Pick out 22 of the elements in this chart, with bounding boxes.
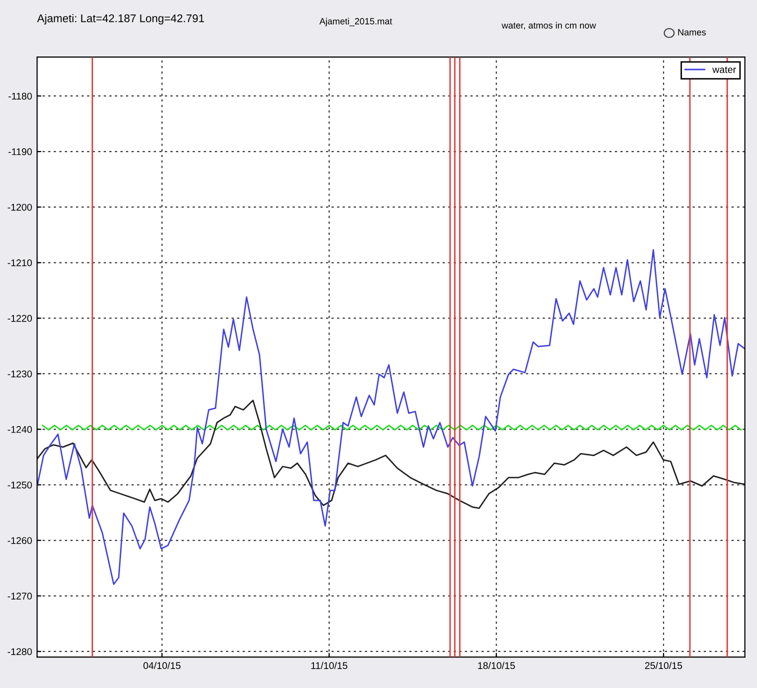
- y-tick-label: -1260: [8, 537, 32, 544]
- x-tick-label: 11/10/15: [311, 662, 348, 670]
- x-tick-label: 04/10/15: [143, 662, 180, 670]
- y-tick-label: -1230: [8, 370, 32, 378]
- chart-title: Ajameti: Lat=42.187 Long=42.791: [37, 14, 204, 24]
- y-tick-label: -1250: [8, 482, 32, 488]
- y-tick-label: -1180: [8, 92, 32, 100]
- line-series: [37, 400, 745, 509]
- text: water, atmos in cm now: [502, 22, 596, 30]
- x-tick-label: 18/10/15: [478, 662, 515, 670]
- y-tick-label: -1200: [8, 204, 32, 211]
- chart-subtitle: Ajameti_2015.mat: [319, 18, 392, 26]
- y-tick-label: -1240: [8, 426, 32, 433]
- legend-label: water: [712, 66, 736, 73]
- text: Names: [678, 29, 706, 36]
- y-tick-label: -1280: [8, 648, 32, 656]
- line-series: [37, 249, 745, 585]
- y-tick-label: -1190: [8, 148, 32, 156]
- x-tick-label: 25/10/15: [645, 662, 682, 670]
- y-tick-label: -1210: [8, 259, 32, 266]
- y-tick-label: -1220: [8, 314, 32, 322]
- y-tick-label: -1270: [8, 592, 32, 600]
